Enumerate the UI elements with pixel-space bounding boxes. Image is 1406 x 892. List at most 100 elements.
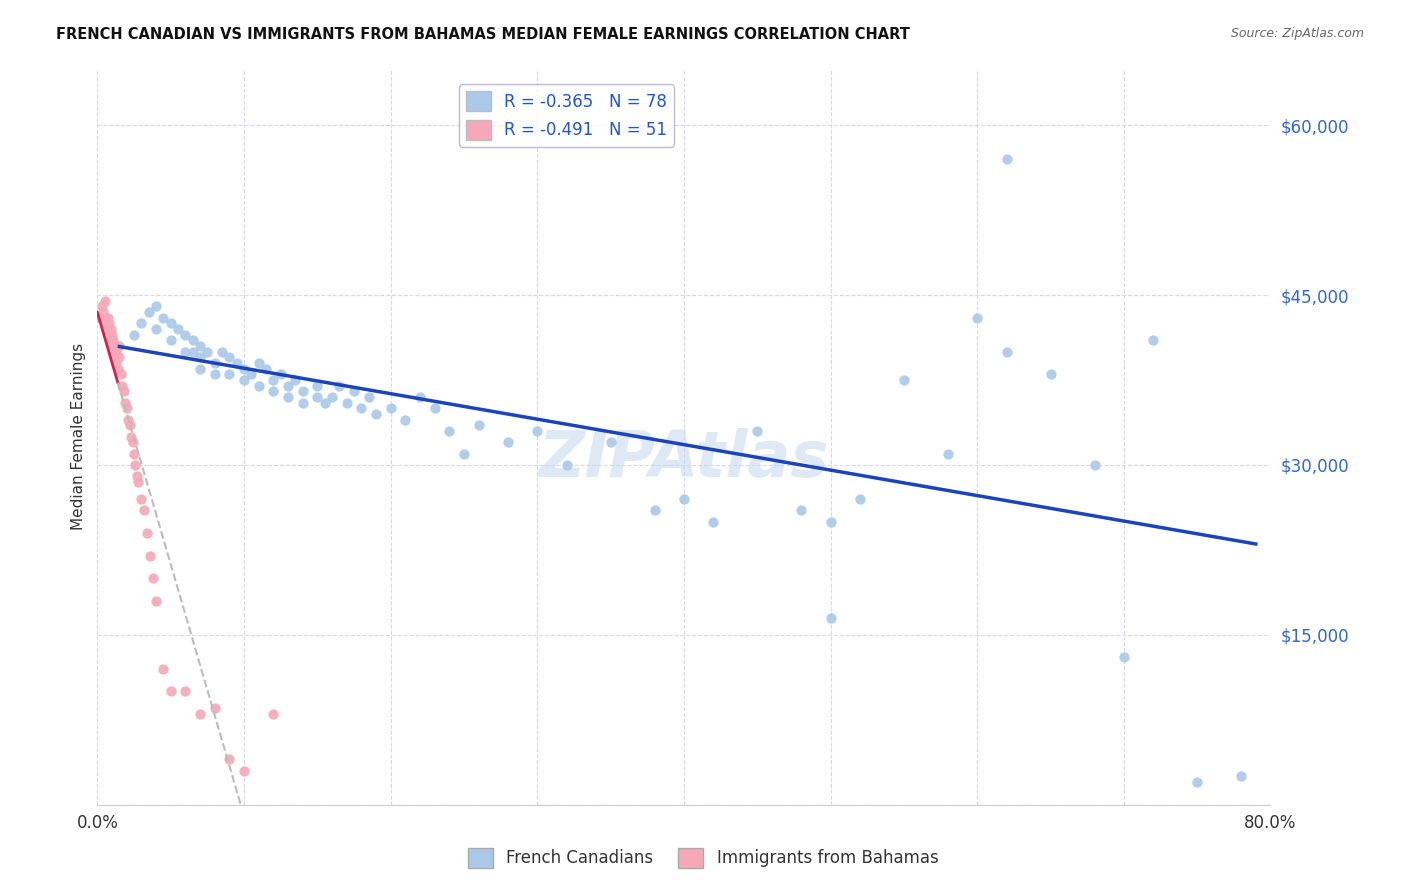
- Point: [702, 515, 724, 529]
- Point: [262, 373, 284, 387]
- Point: [138, 305, 160, 319]
- Legend: French Canadians, Immigrants from Bahamas: French Canadians, Immigrants from Bahama…: [461, 841, 945, 875]
- Point: [291, 395, 314, 409]
- Point: [114, 395, 136, 409]
- Point: [1083, 458, 1105, 472]
- Point: [218, 368, 240, 382]
- Point: [131, 316, 153, 330]
- Point: [409, 390, 432, 404]
- Point: [100, 322, 122, 336]
- Point: [233, 764, 256, 778]
- Point: [270, 368, 292, 382]
- Point: [145, 299, 167, 313]
- Point: [121, 435, 143, 450]
- Point: [131, 491, 153, 506]
- Point: [94, 322, 117, 336]
- Point: [93, 293, 115, 308]
- Legend: R = -0.365   N = 78, R = -0.491   N = 51: R = -0.365 N = 78, R = -0.491 N = 51: [460, 84, 673, 146]
- Point: [122, 447, 145, 461]
- Point: [111, 378, 134, 392]
- Point: [1230, 769, 1253, 783]
- Point: [117, 412, 139, 426]
- Point: [134, 503, 156, 517]
- Point: [247, 356, 270, 370]
- Point: [672, 491, 695, 506]
- Point: [423, 401, 446, 416]
- Point: [159, 684, 181, 698]
- Point: [328, 378, 350, 392]
- Point: [107, 361, 129, 376]
- Point: [496, 435, 519, 450]
- Point: [307, 390, 329, 404]
- Point: [188, 707, 211, 722]
- Point: [262, 384, 284, 399]
- Point: [112, 384, 135, 399]
- Point: [167, 322, 190, 336]
- Point: [277, 390, 299, 404]
- Point: [142, 571, 165, 585]
- Point: [127, 475, 149, 489]
- Point: [104, 339, 127, 353]
- Point: [145, 322, 167, 336]
- Point: [181, 344, 204, 359]
- Point: [439, 424, 461, 438]
- Point: [790, 503, 813, 517]
- Point: [380, 401, 402, 416]
- Point: [108, 339, 131, 353]
- Point: [105, 344, 128, 359]
- Point: [103, 334, 125, 348]
- Point: [936, 447, 959, 461]
- Point: [995, 152, 1018, 166]
- Point: [357, 390, 380, 404]
- Point: [122, 327, 145, 342]
- Point: [350, 401, 373, 416]
- Text: ZIPAtlas: ZIPAtlas: [538, 427, 830, 490]
- Point: [240, 368, 263, 382]
- Point: [966, 310, 988, 325]
- Point: [105, 356, 128, 370]
- Point: [336, 395, 359, 409]
- Point: [233, 361, 256, 376]
- Point: [204, 368, 226, 382]
- Point: [644, 503, 666, 517]
- Point: [97, 310, 120, 325]
- Point: [314, 395, 336, 409]
- Point: [1185, 775, 1208, 789]
- Point: [467, 418, 489, 433]
- Point: [291, 384, 314, 399]
- Point: [188, 361, 211, 376]
- Point: [225, 356, 247, 370]
- Point: [218, 351, 240, 365]
- Point: [453, 447, 475, 461]
- Point: [107, 339, 129, 353]
- Point: [364, 407, 387, 421]
- Point: [136, 525, 159, 540]
- Point: [139, 549, 162, 563]
- Point: [1112, 650, 1135, 665]
- Point: [90, 299, 112, 313]
- Point: [120, 429, 142, 443]
- Point: [343, 384, 366, 399]
- Point: [195, 344, 218, 359]
- Point: [204, 356, 226, 370]
- Point: [747, 424, 769, 438]
- Point: [94, 310, 117, 325]
- Point: [233, 373, 256, 387]
- Point: [262, 707, 284, 722]
- Point: [188, 351, 211, 365]
- Point: [254, 361, 277, 376]
- Point: [284, 373, 307, 387]
- Point: [101, 339, 124, 353]
- Point: [104, 351, 127, 365]
- Point: [211, 344, 233, 359]
- Point: [394, 412, 416, 426]
- Point: [159, 316, 181, 330]
- Point: [181, 334, 204, 348]
- Point: [115, 401, 138, 416]
- Point: [124, 458, 146, 472]
- Point: [98, 327, 121, 342]
- Point: [1039, 368, 1062, 382]
- Point: [1142, 334, 1164, 348]
- Point: [100, 334, 122, 348]
- Point: [89, 310, 111, 325]
